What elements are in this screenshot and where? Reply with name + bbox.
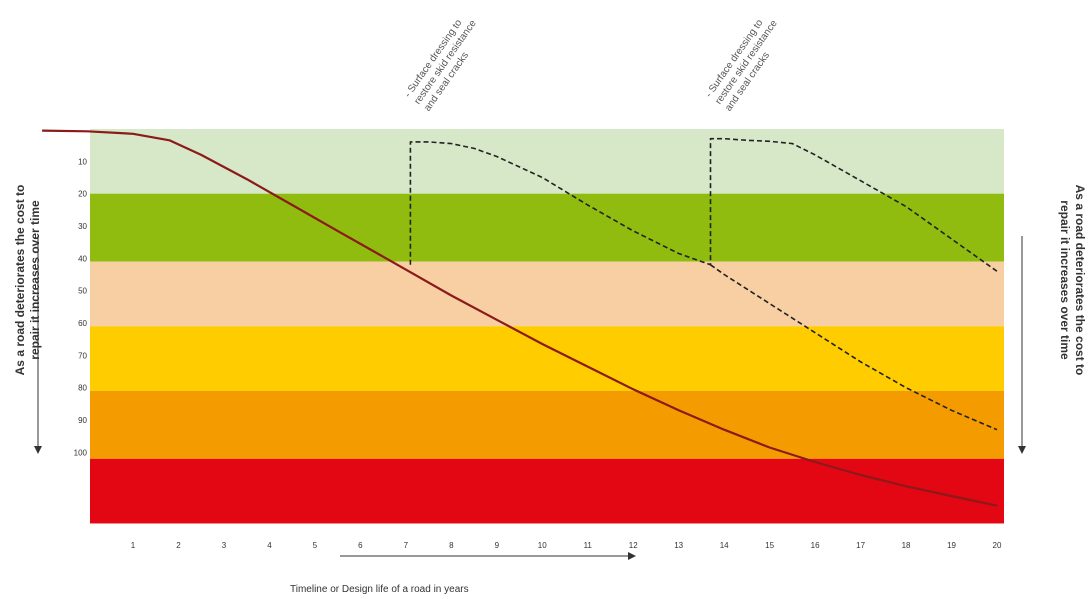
- left-axis-label: As a road deteriorates the cost to repai…: [13, 185, 43, 376]
- x-tick-label: 2: [176, 541, 181, 550]
- x-tick-label: 11: [584, 541, 593, 550]
- x-tick-label: 5: [313, 541, 318, 550]
- x-tick-label: 4: [267, 541, 272, 550]
- x-tick-label: 14: [720, 541, 729, 550]
- y-tick-group: 10 20 30 40 50 60 70 80 90 100: [74, 157, 88, 457]
- band-5: [90, 390, 1004, 459]
- y-tick-label: 90: [78, 416, 87, 425]
- x-axis-label: Timeline or Design life of a road in yea…: [290, 584, 469, 595]
- x-tick-label: 12: [629, 541, 638, 550]
- arrow-group: [34, 236, 1026, 560]
- x-tick-label: 1: [131, 541, 136, 550]
- x-tick-label: 6: [358, 541, 363, 550]
- x-tick-label: 8: [449, 541, 454, 550]
- x-tick-label: 10: [538, 541, 547, 550]
- y-tick-label: 60: [78, 319, 87, 328]
- x-tick-label: 18: [902, 541, 911, 550]
- y-tick-label: 20: [78, 190, 87, 199]
- band-2: [90, 193, 1004, 262]
- y-tick-label: 100: [74, 448, 88, 457]
- deterioration-line: [42, 129, 998, 507]
- x-tick-label: 17: [856, 541, 865, 550]
- x-tick-label: 9: [495, 541, 500, 550]
- left-axis-label-line2: repair it increases over time: [28, 200, 42, 360]
- band-group: [90, 129, 1004, 524]
- left-axis-label-line1: As a road deteriorates the cost to: [13, 184, 27, 376]
- right-axis-label: As a road deteriorates the cost to repai…: [1057, 185, 1087, 376]
- y-tick-label: 10: [78, 157, 87, 166]
- maintenance-line-2: [710, 264, 998, 431]
- x-tick-label: 20: [993, 541, 1002, 550]
- band-1: [90, 129, 1004, 194]
- y-tick-label: 30: [78, 222, 87, 231]
- y-tick-label: 70: [78, 351, 87, 360]
- band-3: [90, 261, 1004, 327]
- right-axis-label-line2: repair it increases over time: [1058, 200, 1072, 360]
- x-tick-label: 3: [222, 541, 227, 550]
- right-axis-label-line1: As a road deteriorates the cost to: [1073, 184, 1087, 376]
- y-tick-label: 40: [78, 254, 87, 263]
- x-tick-label: 13: [674, 541, 683, 550]
- y-tick-label: 50: [78, 287, 87, 296]
- y-tick-label: 80: [78, 384, 87, 393]
- x-tick-label: 16: [811, 541, 820, 550]
- series-group: [42, 129, 998, 507]
- x-tick-group: 1 2 3 4 5 6 7 8 9 10 11 12 13 14 15 16 17 18 19 20: [131, 541, 1002, 550]
- x-tick-label: 19: [947, 541, 956, 550]
- x-tick-label: 15: [765, 541, 774, 550]
- band-6: [90, 458, 1004, 524]
- x-tick-label: 7: [404, 541, 409, 550]
- band-4: [90, 326, 1004, 391]
